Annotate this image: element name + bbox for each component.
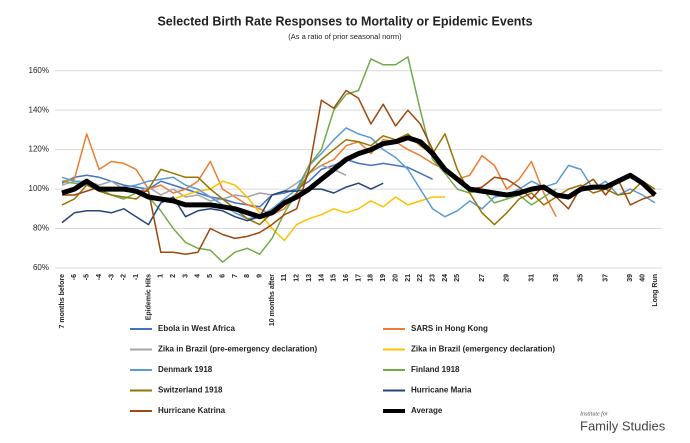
x-tick-label: 29	[504, 274, 511, 282]
series-line	[61, 133, 656, 226]
series-line	[61, 135, 657, 220]
x-tick-label: 11	[281, 274, 288, 282]
legend-label: Average	[411, 406, 443, 415]
x-tick-label: Long Run	[652, 274, 659, 307]
logo-line2: Family Studies	[580, 418, 666, 433]
x-tick-label: 8	[244, 274, 251, 278]
x-tick-label: -4	[96, 274, 103, 280]
series-line	[61, 56, 557, 263]
series-line	[61, 182, 384, 226]
legend-label: Ebola in West Africa	[158, 324, 235, 333]
x-tick-label: -5	[84, 274, 91, 280]
legend-label: Denmark 1918	[158, 365, 213, 374]
x-tick-label: 21	[405, 274, 412, 282]
x-tick-label: -2	[121, 274, 128, 280]
x-tick-label: Epidemic Hits	[145, 274, 152, 320]
legend-label: Hurricane Maria	[411, 386, 472, 395]
x-tick-label: 13	[306, 274, 313, 282]
x-tick-label: 12	[294, 274, 301, 282]
series-line	[61, 164, 347, 202]
series-line	[61, 158, 433, 208]
x-tick-label: 14	[318, 274, 325, 282]
x-tick-label: 7 months before	[59, 274, 66, 329]
x-tick-label: 15	[331, 274, 338, 282]
x-tick-label: 2	[170, 274, 177, 278]
chart-subtitle: (As a ratio of prior seasonal norm)	[288, 32, 402, 41]
x-tick-label: 31	[528, 274, 535, 282]
x-tick-label: 33	[553, 274, 560, 282]
logo-line1: Institute for	[579, 410, 609, 417]
x-tick-label: -3	[108, 274, 115, 280]
x-tick-label: 40	[639, 274, 646, 282]
y-tick-label: 120%	[29, 145, 49, 154]
x-tick-label: 24	[442, 274, 449, 282]
y-tick-label: 140%	[29, 105, 49, 114]
legend-label: Hurricane Katrina	[158, 406, 226, 415]
legend-label: Zika in Brazil (pre-emergency declaratio…	[158, 345, 317, 354]
x-tick-label: 16	[343, 274, 350, 282]
x-tick-label: 10 months after	[269, 274, 276, 326]
x-tick-label: 23	[429, 274, 436, 282]
x-tick-label: 6	[219, 274, 226, 278]
legend-label: Finland 1918	[411, 365, 460, 374]
series-line	[172, 180, 445, 242]
x-tick-label: 1	[158, 274, 165, 278]
y-tick-label: 100%	[29, 184, 49, 193]
series-line	[61, 127, 656, 220]
series-line	[61, 133, 557, 218]
legend-label: SARS in Hong Kong	[411, 324, 488, 333]
x-tick-label: 27	[479, 274, 486, 282]
x-tick-label: 7	[232, 274, 239, 278]
y-tick-label: 160%	[29, 66, 49, 75]
y-tick-label: 80%	[33, 224, 49, 233]
x-tick-label: 25	[454, 274, 461, 282]
x-tick-label: 19	[380, 274, 387, 282]
y-tick-label: 60%	[33, 263, 49, 272]
legend-label: Zika in Brazil (emergency declaration)	[411, 345, 555, 354]
x-tick-label: 22	[417, 274, 424, 282]
legend-label: Switzerland 1918	[158, 386, 223, 395]
x-tick-label: -1	[133, 274, 140, 280]
x-tick-label: 3	[182, 274, 189, 278]
x-tick-label: 37	[602, 274, 609, 282]
x-tick-label: 4	[195, 274, 202, 278]
x-tick-label: 17	[355, 274, 362, 282]
x-tick-label: 5	[207, 274, 214, 278]
chart-title: Selected Birth Rate Responses to Mortali…	[157, 14, 532, 28]
x-tick-label: 20	[392, 274, 399, 282]
x-tick-label: -6	[71, 274, 78, 280]
x-tick-label: 39	[627, 274, 634, 282]
series-line	[62, 89, 656, 255]
x-tick-label: 9	[257, 274, 264, 278]
x-tick-label: 18	[368, 274, 375, 282]
x-tick-label: 35	[578, 274, 585, 282]
